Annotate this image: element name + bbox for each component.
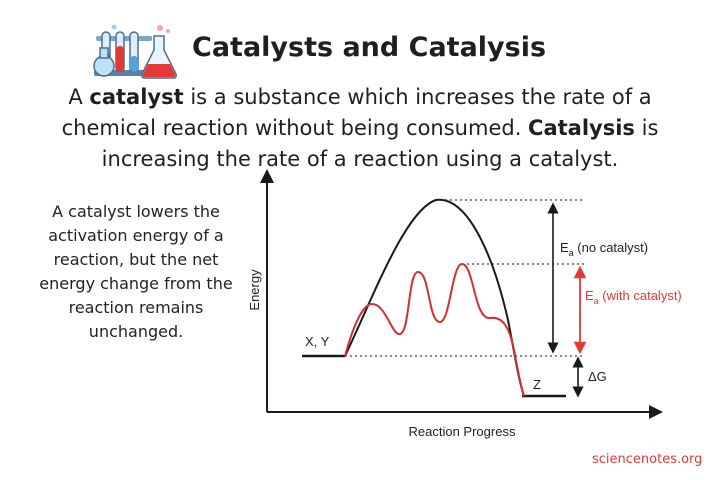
intro-text-part: is increasing the rate of a reaction usi… [101, 116, 659, 171]
catalyzed-curve [344, 262, 525, 397]
term-catalysis: Catalysis [528, 116, 635, 140]
delta-g-label: ΔG [588, 369, 607, 384]
y-axis-label: Energy [247, 269, 262, 311]
term-catalyst: catalyst [89, 85, 184, 109]
ea-subscript: a [594, 296, 599, 306]
ea-label-text: (with catalyst) [599, 288, 682, 303]
ea-symbol: E [585, 288, 594, 303]
uncatalyzed-curve [344, 198, 525, 397]
ea-no-catalyst-label: Ea (no catalyst) [560, 240, 648, 258]
side-note: A catalyst lowers the activation energy … [39, 202, 233, 341]
source-credit: sciencenotes.org [592, 452, 703, 467]
header: Catalysts and Catalysis [0, 22, 720, 82]
ea-label-text: (no catalyst) [574, 240, 648, 255]
page-title: Catalysts and Catalysis [192, 32, 547, 63]
intro-text-part: A [68, 85, 90, 109]
intro-text: A catalyst is a substance which increase… [40, 82, 680, 175]
ea-with-catalyst-label: Ea (with catalyst) [585, 288, 682, 306]
products-label: Z [533, 377, 541, 392]
x-axis-label: Reaction Progress [409, 424, 516, 439]
ea-symbol: E [560, 240, 569, 255]
reactants-label: X, Y [305, 334, 330, 349]
ea-subscript: a [569, 248, 574, 258]
lab-glassware-icon [93, 24, 177, 79]
intro-text-part: is a substance which increases the rate … [61, 85, 652, 140]
